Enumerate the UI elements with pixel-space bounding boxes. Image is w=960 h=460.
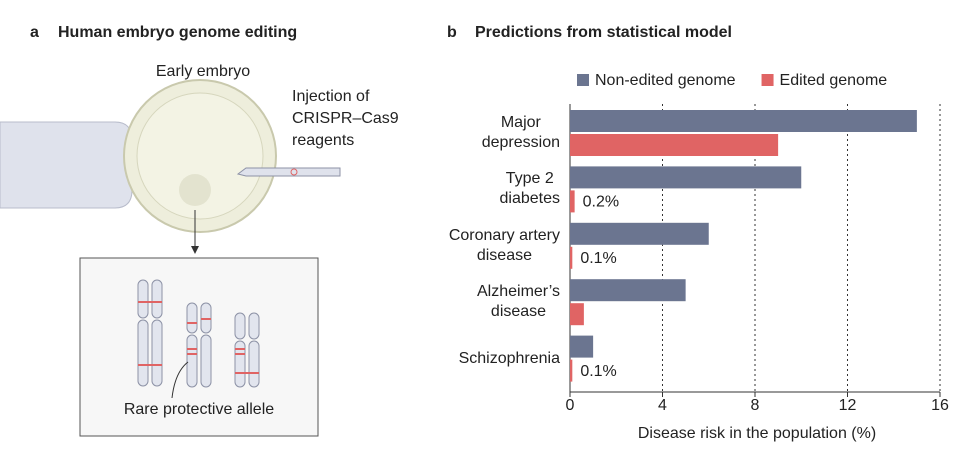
panel-label: b — [447, 24, 457, 41]
injection-label: Injection of CRISPR–Cas9 reagents — [292, 88, 399, 149]
value-label: 0.1% — [580, 250, 616, 267]
arrow-head — [191, 246, 199, 254]
category-label: Coronary artery disease — [390, 226, 560, 266]
bar — [570, 279, 686, 302]
category-label: Type 2 diabetes — [390, 169, 561, 209]
bar — [570, 166, 802, 189]
bar — [570, 359, 573, 382]
x-tick-label: 12 — [839, 397, 857, 414]
chart-title: Predictions from statistical model — [475, 24, 732, 41]
embryo-label: Early embryo — [156, 63, 250, 80]
category-label: Alzheimer’s disease — [390, 282, 560, 322]
bar — [570, 335, 594, 358]
needle — [236, 167, 341, 177]
nucleus — [179, 174, 211, 206]
allele-pointer — [171, 361, 189, 399]
bar — [570, 246, 573, 269]
bar — [570, 110, 917, 132]
category-text: Schizophrenia — [458, 349, 560, 367]
panel-title: Human embryo genome editing — [58, 24, 297, 41]
embryo-inner — [136, 92, 264, 220]
legend-label: Non-edited genome — [595, 72, 736, 89]
value-label: 0.2% — [583, 194, 619, 211]
legend-swatch — [577, 74, 589, 86]
x-tick-label: 0 — [566, 397, 575, 414]
pipette — [0, 121, 133, 209]
x-tick-label: 16 — [931, 397, 949, 414]
bar — [570, 134, 779, 156]
category-text: Major depression — [481, 114, 560, 151]
legend-label: Edited genome — [780, 72, 888, 89]
category-label: Schizophrenia — [390, 349, 560, 369]
bar — [570, 303, 584, 326]
legend-swatch — [761, 74, 774, 86]
category-label: Major depression — [390, 113, 560, 153]
category-text: Type 2 diabetes — [499, 170, 561, 208]
allele-marks — [138, 301, 259, 374]
x-tick-label: 8 — [751, 397, 760, 414]
category-text: Coronary artery disease — [448, 226, 560, 264]
chromosomes — [137, 279, 260, 388]
bar — [570, 222, 709, 245]
chromosome-box — [79, 257, 319, 437]
value-label: 0.1% — [580, 363, 616, 380]
category-text: Alzheimer’s disease — [477, 283, 560, 321]
x-tick-label: 4 — [658, 397, 667, 414]
panel-label: a — [30, 24, 39, 41]
x-axis-title: Disease risk in the population (%) — [638, 425, 876, 442]
bar — [570, 190, 575, 213]
reagent — [290, 168, 298, 176]
allele-label: Rare protective allele — [124, 401, 274, 418]
